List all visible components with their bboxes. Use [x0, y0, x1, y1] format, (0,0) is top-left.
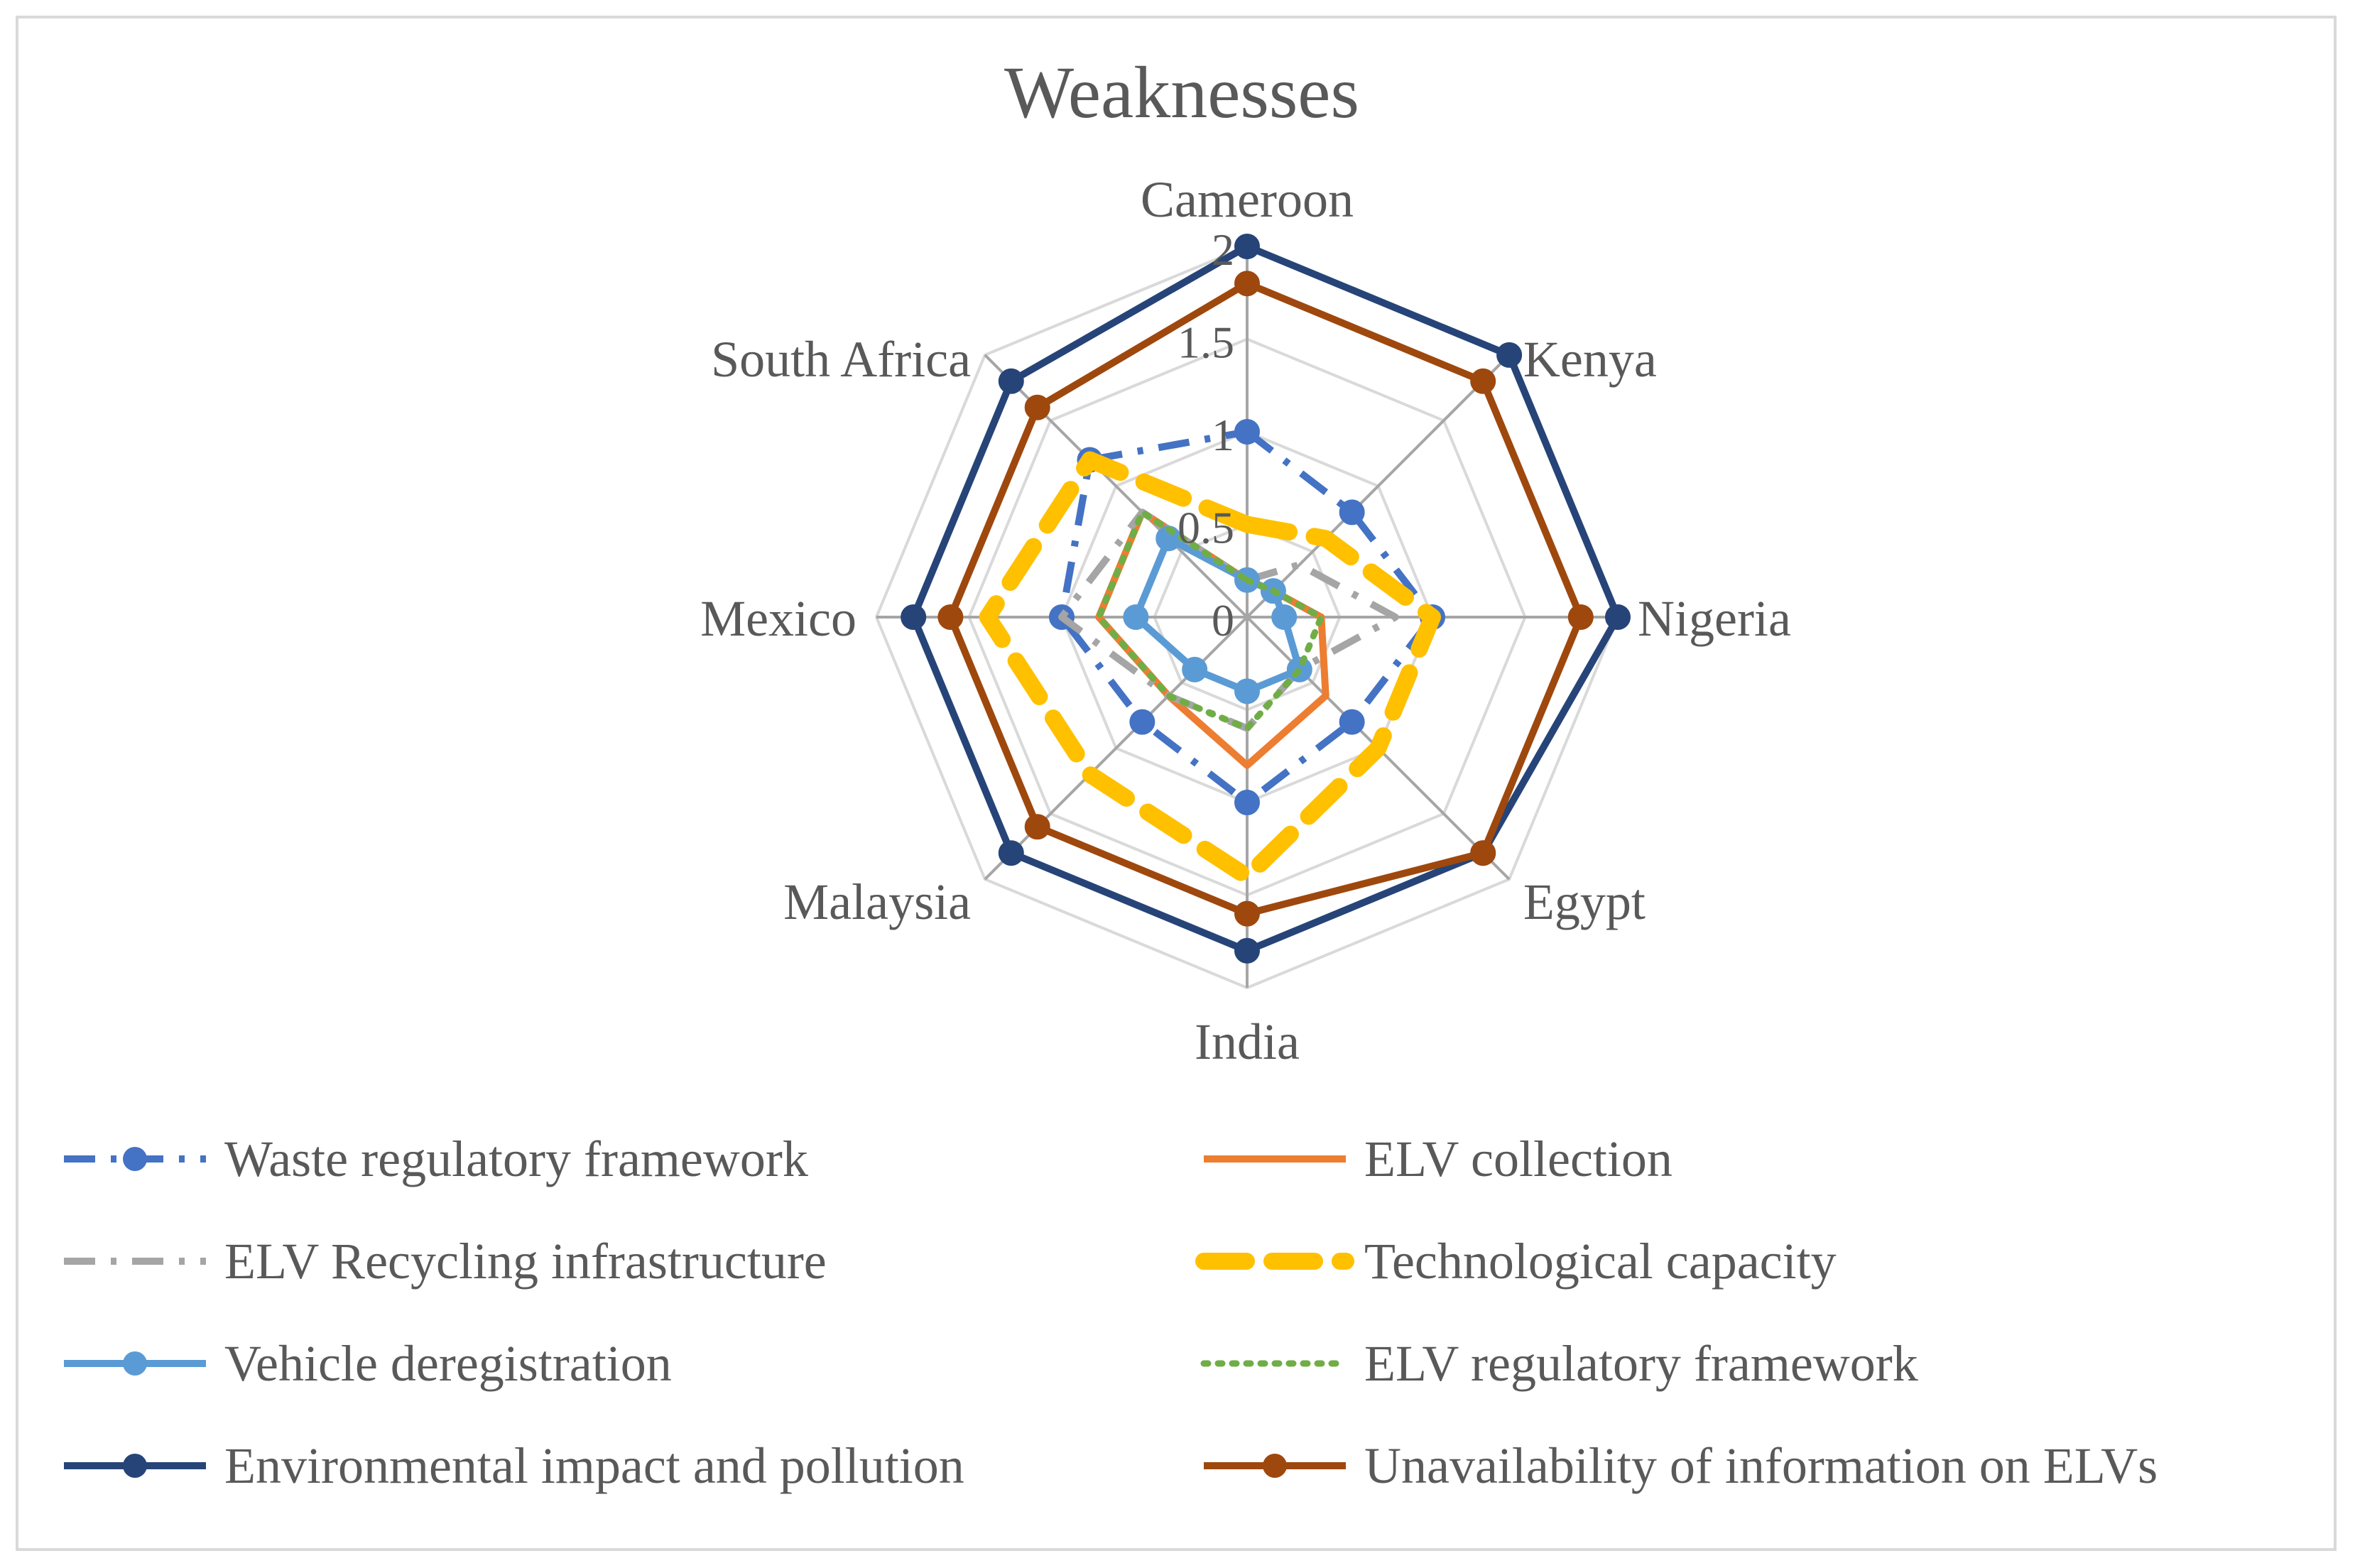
data-point: [1234, 790, 1260, 815]
data-point: [1234, 419, 1260, 445]
tick-label: 1.5: [1178, 317, 1234, 368]
category-label: India: [1195, 1013, 1300, 1070]
series-line: [979, 451, 1441, 886]
category-label: Cameroon: [1141, 171, 1354, 228]
legend-label: Unavailability of information on ELVs: [1364, 1437, 2158, 1494]
radial-tick-labels: 0 0.5 1 1.5 2: [1178, 224, 1234, 646]
legend-item: ELV regulatory framework: [1200, 1335, 1918, 1392]
data-point: [1339, 499, 1365, 526]
legend-label: Waste regulatory framework: [224, 1131, 808, 1187]
series-6: [1095, 508, 1325, 732]
chart-title: Weaknesses: [1004, 52, 1359, 134]
data-point: [1234, 678, 1260, 704]
legend-label: Technological capacity: [1364, 1233, 1837, 1290]
series-line: [1095, 508, 1325, 732]
legend-marker: [123, 1351, 147, 1376]
legend-item: ELV Recycling infrastructure: [64, 1233, 827, 1290]
data-point: [1605, 604, 1631, 630]
data-point: [1339, 709, 1365, 735]
series-4: [979, 451, 1441, 886]
grid-spoke: [1246, 354, 1511, 619]
data-point: [1234, 271, 1260, 297]
data-point: [1470, 840, 1496, 866]
legend-label: Environmental impact and pollution: [224, 1437, 964, 1494]
data-point: [1024, 394, 1050, 420]
legend-marker: [123, 1454, 147, 1478]
legend-item: Vehicle deregistration: [64, 1335, 672, 1392]
category-label: Nigeria: [1638, 590, 1791, 647]
category-label: Egypt: [1523, 873, 1646, 930]
legend-item: Waste regulatory framework: [64, 1131, 808, 1187]
series-7: [901, 234, 1631, 964]
data-point: [1496, 342, 1523, 368]
legend-marker: [1263, 1454, 1287, 1478]
legend-label: Vehicle deregistration: [224, 1335, 672, 1392]
data-point: [1182, 656, 1208, 682]
legend-label: ELV collection: [1364, 1131, 1673, 1187]
data-point: [1567, 604, 1594, 630]
legend-item: Environmental impact and pollution: [64, 1437, 964, 1494]
category-label: Kenya: [1523, 331, 1657, 388]
data-point: [1271, 604, 1298, 630]
category-label: South Africa: [711, 331, 971, 388]
data-point: [998, 368, 1024, 394]
category-label: Mexico: [700, 590, 856, 647]
data-point: [1234, 234, 1260, 259]
legend-item: Technological capacity: [1195, 1233, 1837, 1290]
data-point: [1123, 604, 1149, 630]
legend-label: ELV Recycling infrastructure: [224, 1233, 827, 1290]
data-point: [1129, 709, 1155, 735]
tick-label: 0.5: [1178, 503, 1234, 553]
legend: Waste regulatory framework ELV collection…: [64, 1131, 2158, 1494]
legend-item: ELV collection: [1204, 1131, 1673, 1187]
category-labels: Cameroon Kenya Nigeria Egypt India Malaysia Me…: [700, 171, 1791, 1070]
tick-label: 1: [1212, 410, 1234, 460]
legend-marker: [123, 1147, 147, 1171]
series-8: [937, 271, 1594, 927]
category-label: Malaysia: [783, 873, 971, 930]
data-point: [901, 604, 927, 630]
chart-frame: [16, 16, 2337, 1551]
data-point: [937, 604, 964, 630]
radar-series: [901, 234, 1631, 964]
data-point: [998, 840, 1024, 866]
tick-label: 2: [1212, 224, 1234, 275]
data-point: [1234, 900, 1260, 927]
legend-label: ELV regulatory framework: [1364, 1335, 1918, 1392]
data-point: [1024, 814, 1050, 840]
legend-item: Unavailability of information on ELVs: [1204, 1437, 2158, 1494]
tick-label: 0: [1212, 595, 1234, 646]
data-point: [1234, 937, 1260, 964]
data-point: [1470, 368, 1496, 394]
